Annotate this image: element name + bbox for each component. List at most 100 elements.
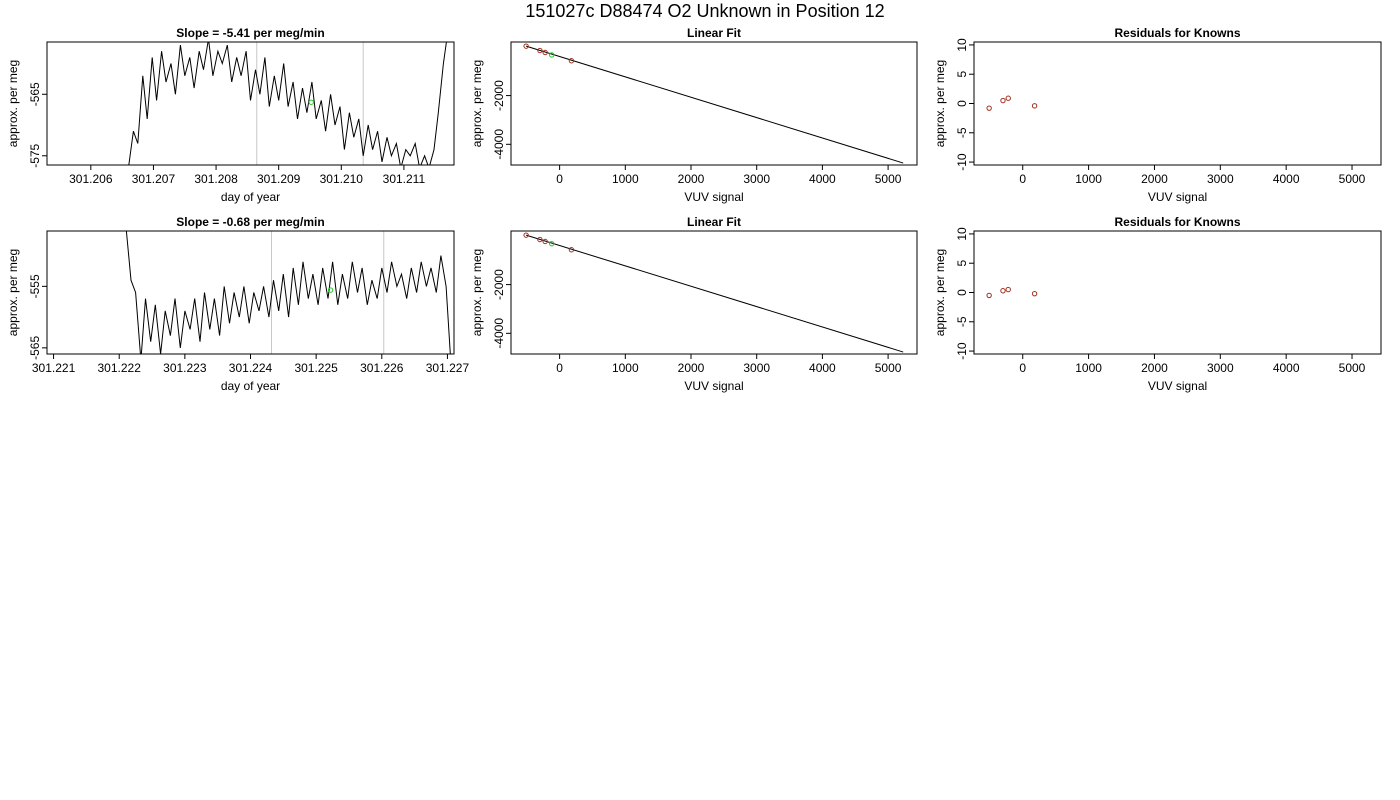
- panel-title: Slope = -5.41 per meg/min: [176, 26, 324, 40]
- plot-frame: [510, 41, 918, 166]
- x-tick-label: 301.223: [163, 361, 207, 375]
- panel-2: Linear Fit 0 1000 2000 3000 4000 5000 -2000 -400…: [470, 26, 918, 204]
- y-tick-label: -2000: [492, 269, 506, 300]
- x-axis-label: day of year: [221, 190, 280, 204]
- x-tick-label: 301.210: [320, 172, 364, 186]
- known-point: [986, 105, 992, 111]
- x-tick-label: 301.227: [426, 361, 470, 375]
- x-tick-label: 301.221: [32, 361, 76, 375]
- known-point: [1000, 288, 1006, 294]
- y-tick-label: 0: [955, 289, 969, 296]
- known-point: [568, 247, 575, 253]
- x-tick-label: 1000: [612, 172, 639, 186]
- x-tick-label: 1000: [1075, 361, 1102, 375]
- panel-title: Residuals for Knowns: [1114, 26, 1240, 40]
- y-axis-label: approx. per meg: [470, 60, 484, 147]
- panel-title: Slope = -0.68 per meg/min: [176, 215, 324, 229]
- x-tick-label: 0: [1019, 361, 1026, 375]
- unknown-point: [308, 99, 314, 105]
- series-line: [125, 231, 451, 354]
- panel-6: Residuals for Knowns 0 1000 2000 3000 4000 500…: [933, 215, 1382, 393]
- known-point: [537, 236, 543, 243]
- panel-3: Residuals for Knowns 0 1000 2000 3000 4000 500…: [933, 26, 1382, 204]
- panel-title: Linear Fit: [687, 26, 741, 40]
- known-point: [523, 232, 529, 238]
- fit-line: [525, 45, 904, 164]
- y-tick-label: -5: [955, 127, 969, 138]
- x-tick-label: 5000: [1339, 172, 1366, 186]
- plot-frame: [510, 230, 918, 355]
- x-tick-label: 0: [556, 361, 563, 375]
- x-tick-label: 0: [1019, 172, 1026, 186]
- y-tick-label: -10: [955, 342, 969, 360]
- known-point: [986, 292, 992, 299]
- x-axis-label: VUV signal: [1148, 190, 1207, 204]
- x-tick-label: 5000: [1339, 361, 1366, 375]
- known-point: [1005, 286, 1011, 293]
- fit-line: [525, 234, 904, 353]
- x-axis-label: day of year: [221, 379, 280, 393]
- panel-4: Slope = -0.68 per meg/min 301.221 301.222 3…: [6, 215, 469, 393]
- x-tick-label: 3000: [1207, 172, 1234, 186]
- x-tick-label: 301.208: [194, 172, 238, 186]
- plot-area: [986, 286, 1038, 299]
- x-tick-label: 1000: [612, 361, 639, 375]
- plot-frame: [973, 230, 1382, 355]
- x-axis-label: VUV signal: [1148, 379, 1207, 393]
- y-axis-label: approx. per meg: [933, 249, 947, 336]
- y-tick-label: -2000: [492, 80, 506, 111]
- y-axis-label: approx. per meg: [6, 249, 20, 336]
- y-tick-label: 0: [955, 100, 969, 107]
- plot-area: [523, 232, 904, 353]
- known-point: [1005, 95, 1011, 101]
- x-tick-label: 0: [556, 172, 563, 186]
- x-tick-label: 301.207: [132, 172, 176, 186]
- x-tick-label: 4000: [1273, 172, 1300, 186]
- known-point: [542, 238, 548, 245]
- x-tick-label: 5000: [875, 361, 902, 375]
- panel-title: Linear Fit: [687, 215, 741, 229]
- x-tick-label: 301.226: [360, 361, 404, 375]
- x-tick-label: 3000: [743, 172, 770, 186]
- x-tick-label: 2000: [678, 361, 705, 375]
- known-point: [1031, 290, 1038, 297]
- y-tick-label: 5: [955, 260, 969, 267]
- y-tick-label: 5: [955, 71, 969, 78]
- plot-area: [986, 95, 1038, 111]
- x-tick-label: 301.209: [257, 172, 301, 186]
- x-tick-label: 3000: [743, 361, 770, 375]
- figure-title: 151027c D88474 O2 Unknown in Position 12: [525, 1, 884, 21]
- y-tick-label: -565: [28, 336, 42, 360]
- plot-area: [125, 231, 451, 354]
- panel-title: Residuals for Knowns: [1114, 215, 1240, 229]
- unknown-point: [549, 52, 555, 58]
- x-tick-label: 301.224: [229, 361, 273, 375]
- panel-5: Linear Fit 0 1000 2000 3000 4000 5000 -2000 -400…: [470, 215, 918, 393]
- series-line: [128, 42, 447, 165]
- y-axis-label: approx. per meg: [470, 249, 484, 336]
- plot-frame: [46, 41, 455, 166]
- y-tick-label: 10: [955, 227, 969, 241]
- x-tick-label: 301.225: [294, 361, 338, 375]
- plot-area: [128, 42, 447, 165]
- plot-frame: [46, 230, 455, 355]
- known-point: [537, 47, 543, 54]
- x-tick-label: 2000: [678, 172, 705, 186]
- unknown-point: [549, 240, 555, 247]
- known-point: [523, 43, 529, 49]
- y-tick-label: -4000: [492, 129, 506, 160]
- x-axis-label: VUV signal: [684, 190, 743, 204]
- x-tick-label: 2000: [1141, 172, 1168, 186]
- y-tick-label: -555: [28, 274, 42, 298]
- x-axis-label: VUV signal: [684, 379, 743, 393]
- y-tick-label: -10: [955, 153, 969, 171]
- known-point: [1031, 103, 1038, 109]
- unknown-point: [327, 287, 334, 293]
- y-tick-label: -565: [28, 82, 42, 106]
- x-tick-label: 4000: [809, 361, 836, 375]
- y-axis-label: approx. per meg: [933, 60, 947, 147]
- x-tick-label: 1000: [1075, 172, 1102, 186]
- y-tick-label: 10: [955, 38, 969, 52]
- known-point: [568, 58, 575, 64]
